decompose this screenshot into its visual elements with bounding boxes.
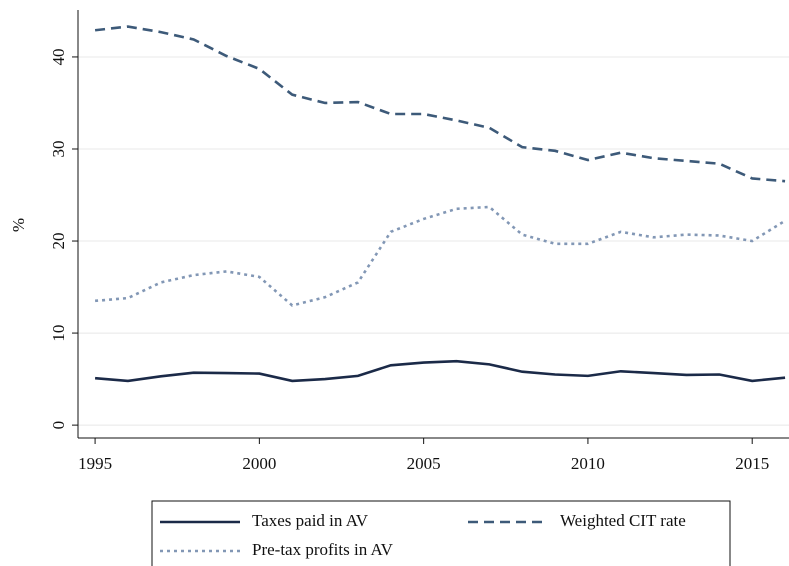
series-line: [94, 25, 786, 183]
x-tick-label: 2015: [735, 454, 769, 473]
legend-label: Weighted CIT rate: [560, 511, 686, 530]
x-tick-label: 2010: [571, 454, 605, 473]
y-tick-label: 40: [49, 48, 68, 65]
y-tick-label: 20: [49, 233, 68, 250]
x-tick-label: 2000: [242, 454, 276, 473]
series-line: [94, 205, 786, 307]
x-tick-label: 2005: [407, 454, 441, 473]
y-tick-label: 0: [49, 421, 68, 430]
y-tick-label: 10: [49, 325, 68, 342]
y-tick-label: 30: [49, 140, 68, 157]
y-axis-label: %: [9, 218, 28, 232]
legend-label: Taxes paid in AV: [252, 511, 369, 530]
legend-box: [151, 500, 731, 566]
legend-label: Pre-tax profits in AV: [252, 540, 394, 559]
series-line: [94, 359, 786, 383]
x-tick-label: 1995: [78, 454, 112, 473]
